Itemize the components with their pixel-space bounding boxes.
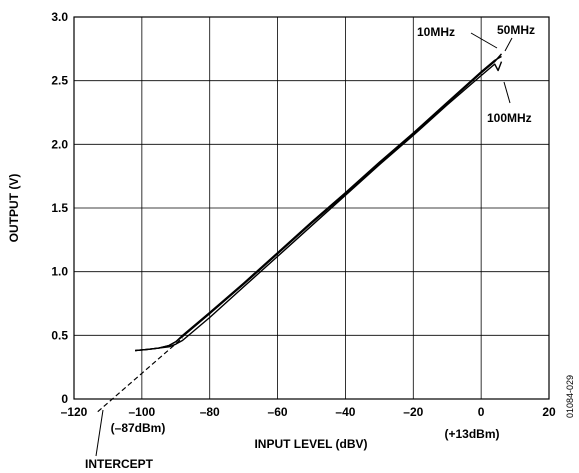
grid bbox=[74, 17, 549, 399]
series-label-100mhz: 100MHz bbox=[487, 111, 532, 125]
intercept-label: INTERCEPT bbox=[85, 457, 154, 471]
y-tick-label: 1.0 bbox=[51, 265, 68, 279]
y-tick-label: 1.5 bbox=[51, 201, 68, 215]
figure-id: 01084-029 bbox=[565, 375, 575, 418]
x-tick-label: –100 bbox=[129, 405, 156, 419]
x-tick-labels: –120 –100 –80 –60 –40 –20 0 20 bbox=[61, 405, 556, 419]
y-tick-label: 2.0 bbox=[51, 137, 68, 151]
y-tick-label: 0 bbox=[61, 392, 68, 406]
x-axis-title: INPUT LEVEL (dBV) bbox=[254, 437, 367, 451]
series-group bbox=[97, 53, 503, 413]
series-label-50mhz: 50MHz bbox=[497, 23, 535, 37]
series-line-100mhz bbox=[135, 61, 503, 352]
series-label-10mhz: 10MHz bbox=[417, 25, 455, 39]
leader-intercept bbox=[95, 409, 104, 457]
y-tick-label: 0.5 bbox=[51, 328, 68, 342]
x-tick-label: 0 bbox=[478, 405, 485, 419]
leader-100mhz bbox=[503, 81, 511, 104]
y-tick-label: 2.5 bbox=[51, 74, 68, 88]
x-tick-label: –60 bbox=[268, 405, 288, 419]
y-tick-label: 3.0 bbox=[51, 10, 68, 24]
x-tick-label: –120 bbox=[61, 405, 88, 419]
x-tick-label: –40 bbox=[335, 405, 355, 419]
high-value-label: (+13dBm) bbox=[444, 427, 499, 441]
series-line-50mhz bbox=[135, 53, 503, 352]
y-tick-labels: 0 0.5 1.0 1.5 2.0 2.5 3.0 bbox=[51, 10, 68, 406]
x-tick-label: 20 bbox=[542, 405, 556, 419]
leader-50mhz bbox=[504, 37, 513, 52]
x-tick-label: –20 bbox=[403, 405, 423, 419]
leader-10mhz bbox=[470, 32, 498, 49]
intercept-value-label: (–87dBm) bbox=[111, 421, 166, 435]
x-tick-label: –80 bbox=[200, 405, 220, 419]
plot-frame bbox=[73, 16, 550, 400]
y-axis-title: OUTPUT (V) bbox=[7, 174, 21, 243]
